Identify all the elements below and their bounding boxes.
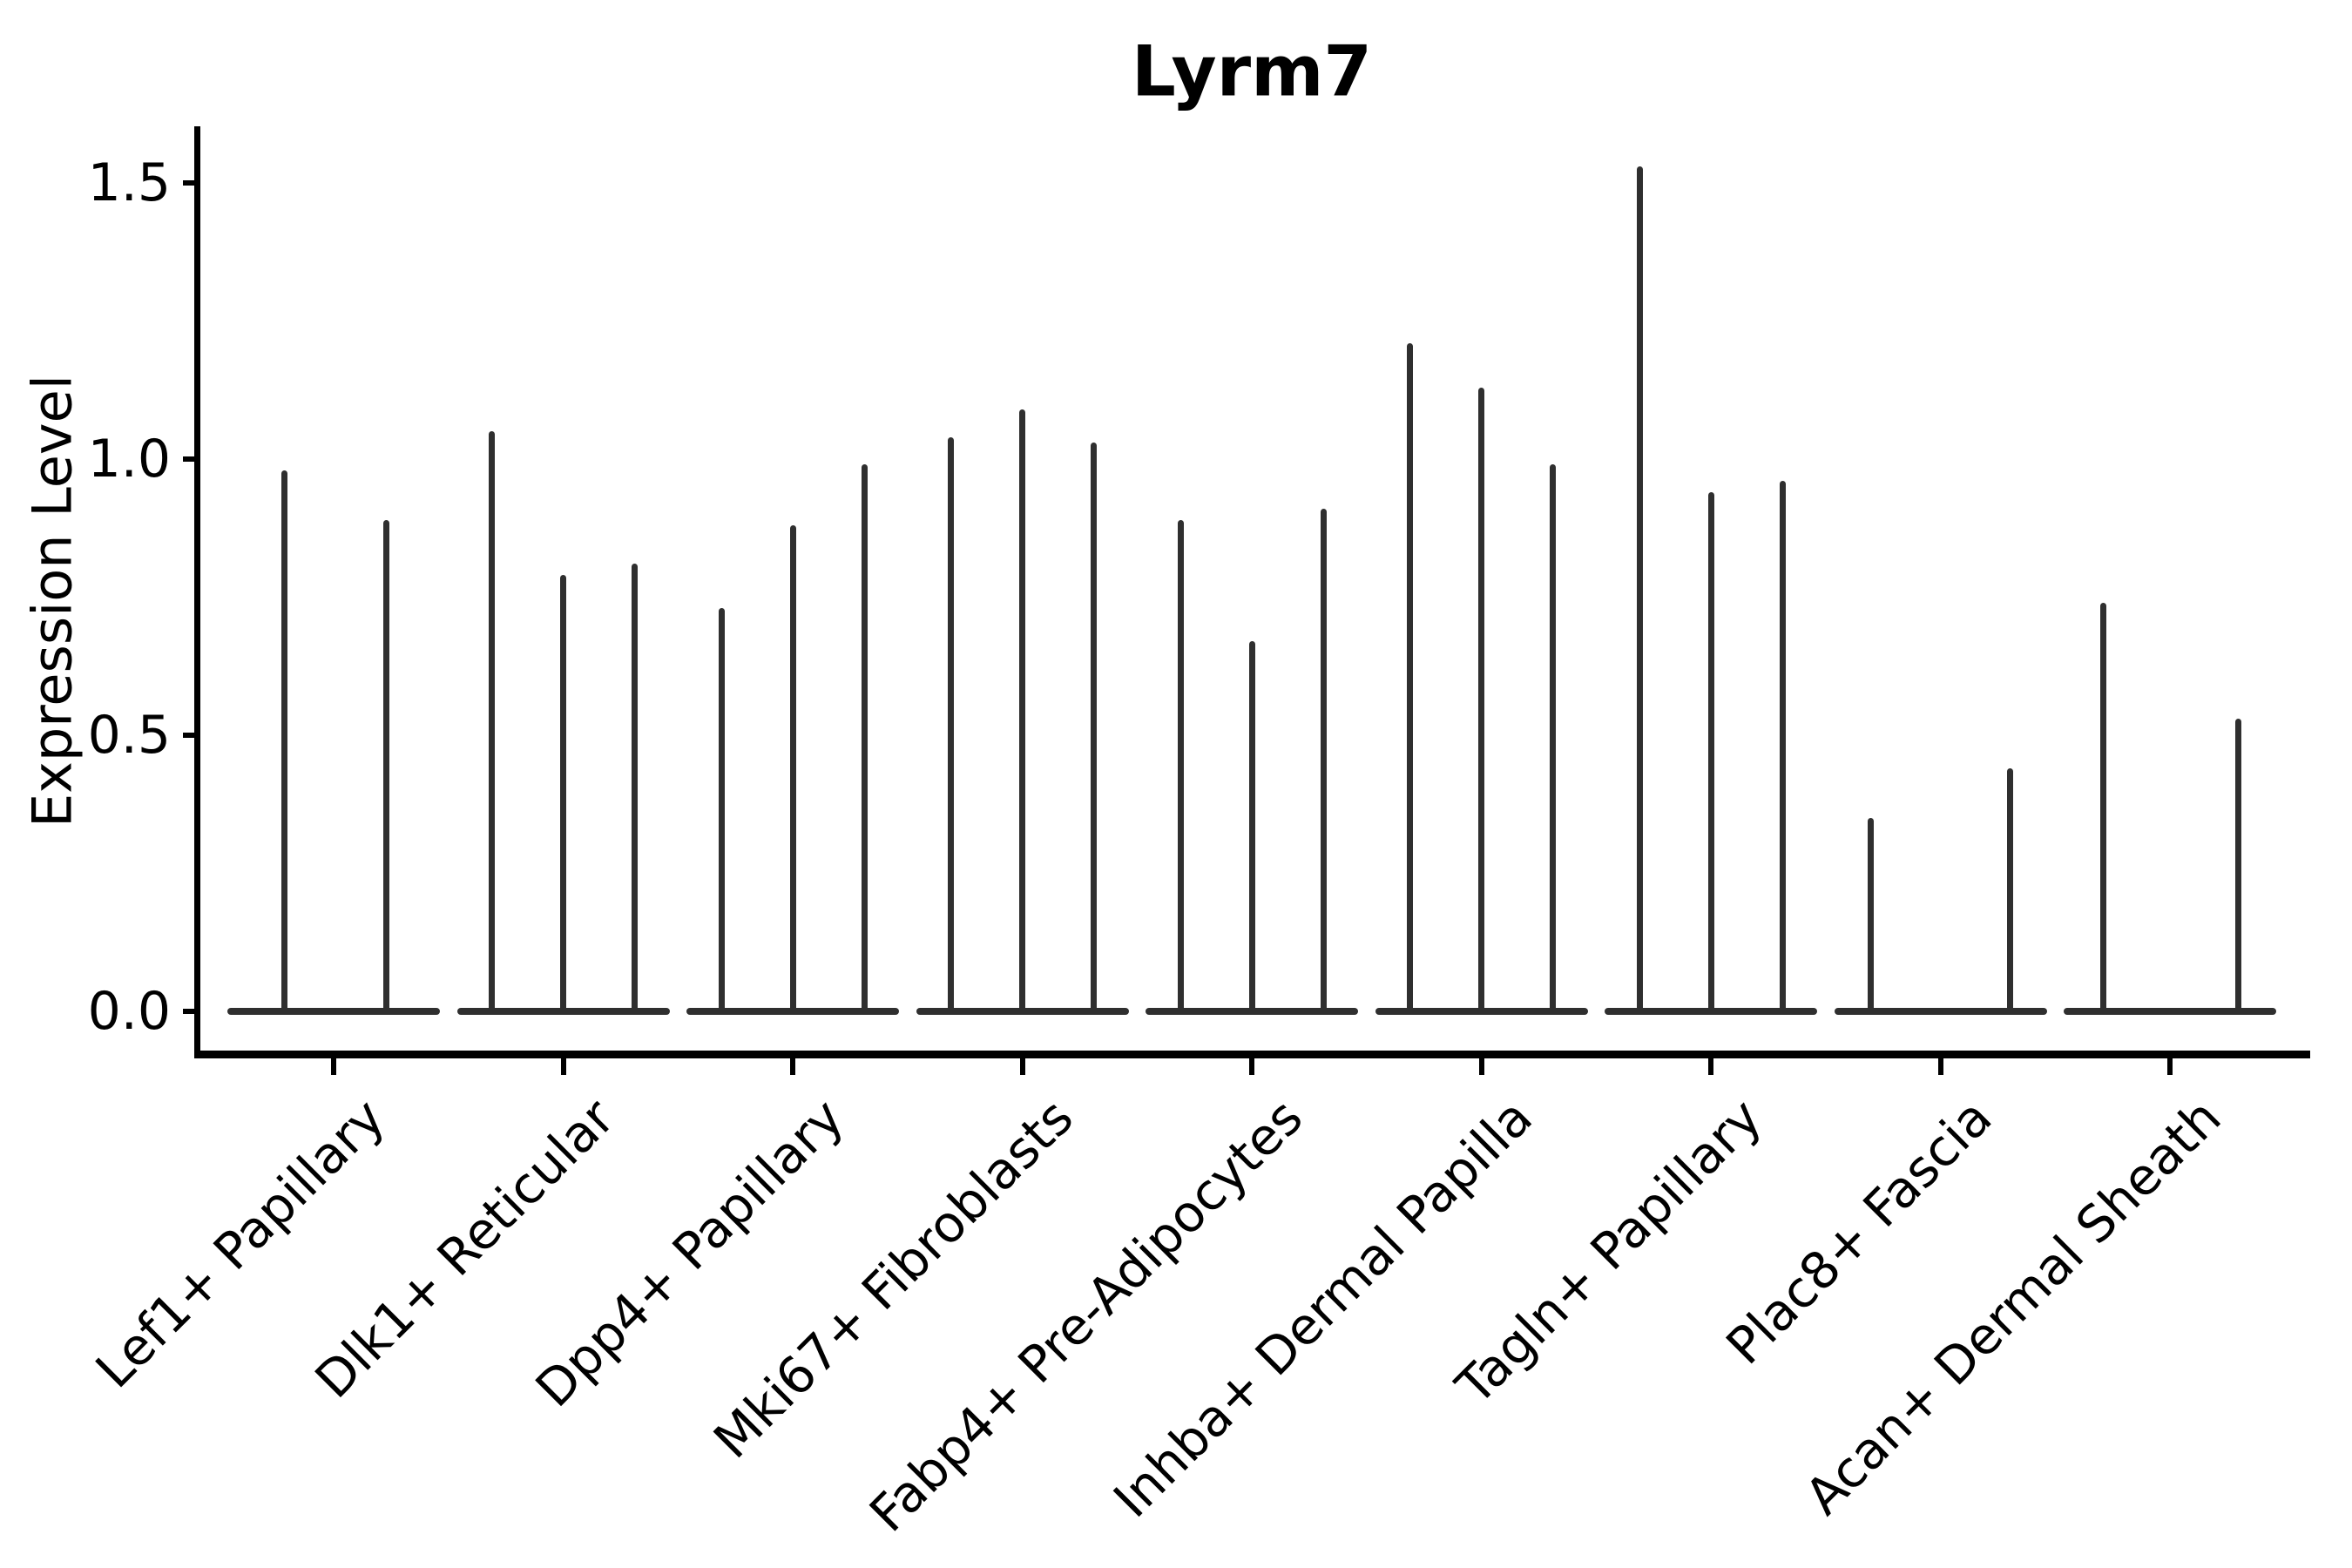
violin-spike bbox=[2007, 768, 2013, 1013]
y-tick-label: 1.0 bbox=[87, 429, 171, 490]
y-tick bbox=[183, 456, 194, 462]
x-tick bbox=[1708, 1058, 1713, 1075]
x-tick bbox=[1937, 1058, 1943, 1075]
x-tick-label: Fabp4+ Pre-Adipocytes bbox=[858, 1087, 1315, 1544]
violin-spike bbox=[1019, 409, 1025, 1013]
y-tick-label: 0.5 bbox=[87, 705, 171, 766]
violin-spike bbox=[1091, 442, 1097, 1013]
violin-spike bbox=[2234, 718, 2241, 1013]
violin-spike bbox=[1177, 519, 1184, 1013]
x-tick-label: Inhba+ Dermal Papilla bbox=[1102, 1087, 1544, 1530]
x-tick bbox=[2167, 1058, 2173, 1075]
y-axis-spine bbox=[194, 126, 200, 1058]
violin-spike bbox=[280, 470, 287, 1013]
plot-title: Lyrm7 bbox=[1131, 30, 1373, 112]
violin-spike bbox=[1868, 818, 1874, 1013]
violin-spike bbox=[1636, 166, 1643, 1013]
violin-spike bbox=[1707, 492, 1714, 1013]
violin-spike bbox=[1550, 464, 1556, 1013]
violin-spike bbox=[632, 564, 638, 1013]
violin-spike bbox=[1478, 387, 1484, 1013]
x-tick bbox=[1249, 1058, 1254, 1075]
violin-spike bbox=[489, 431, 495, 1013]
x-tick bbox=[1019, 1058, 1025, 1075]
violin-spike bbox=[789, 525, 796, 1013]
x-tick-label: Acan+ Dermal Sheath bbox=[1794, 1087, 2233, 1526]
violin-spike bbox=[861, 464, 868, 1013]
violin-spike bbox=[382, 519, 389, 1013]
violin-spike bbox=[2099, 602, 2106, 1013]
x-tick bbox=[331, 1058, 336, 1075]
y-tick bbox=[183, 1009, 194, 1014]
y-tick-label: 0.0 bbox=[87, 981, 171, 1042]
violin-base bbox=[1834, 1008, 2047, 1015]
y-tick bbox=[183, 733, 194, 738]
y-tick bbox=[183, 180, 194, 186]
x-tick bbox=[790, 1058, 795, 1075]
x-tick bbox=[1478, 1058, 1484, 1075]
violin-spike bbox=[1407, 342, 1413, 1013]
violin-spike bbox=[1248, 641, 1255, 1013]
violin-base bbox=[227, 1008, 440, 1015]
violin-spike bbox=[560, 575, 566, 1013]
violin-spike bbox=[948, 436, 954, 1013]
violin-spike bbox=[1320, 509, 1327, 1013]
violin-spike bbox=[1779, 481, 1786, 1013]
x-axis-spine bbox=[194, 1051, 2310, 1058]
violin-base bbox=[2064, 1008, 2276, 1015]
violin-spike bbox=[718, 608, 725, 1013]
y-tick-label: 1.5 bbox=[87, 152, 171, 213]
x-tick bbox=[560, 1058, 566, 1075]
